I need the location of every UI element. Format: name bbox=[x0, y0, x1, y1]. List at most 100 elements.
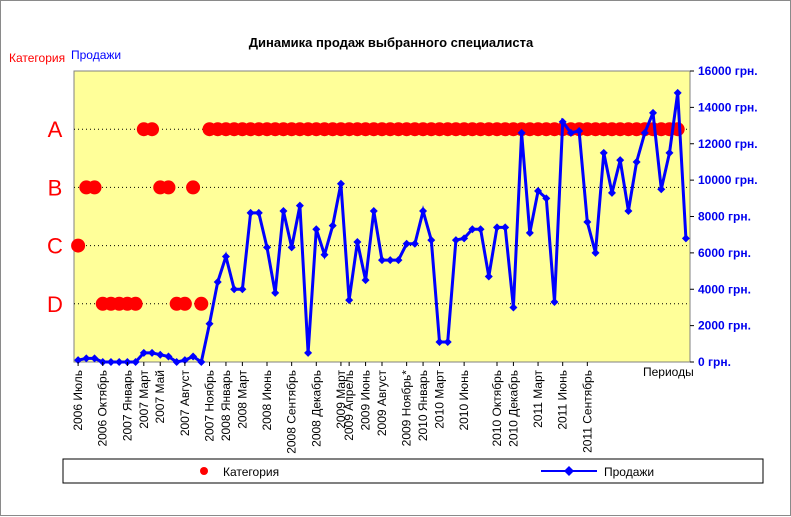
sales-point bbox=[263, 243, 272, 252]
sales-point bbox=[575, 127, 584, 136]
period-tick-label: 2010 Октябрь bbox=[490, 370, 504, 447]
sales-tick-label: 14000 грн. bbox=[698, 100, 758, 114]
sales-point bbox=[328, 221, 337, 230]
period-tick-label: 2007 Август bbox=[178, 370, 192, 437]
period-tick-label: 2007 Январь bbox=[120, 370, 134, 441]
sales-point bbox=[353, 237, 362, 246]
sales-point bbox=[476, 225, 485, 234]
sales-point bbox=[632, 157, 641, 166]
sales-point bbox=[468, 225, 477, 234]
sales-point bbox=[304, 348, 313, 357]
period-tick-label: 2010 Июнь bbox=[457, 370, 471, 431]
sales-point bbox=[271, 288, 280, 297]
category-axis: A B C D bbox=[47, 117, 63, 317]
period-tick-label: 2008 Июнь bbox=[260, 370, 274, 431]
sales-point bbox=[238, 285, 247, 294]
sales-point bbox=[246, 208, 255, 217]
sales-point bbox=[410, 239, 419, 248]
category-tick-label: B bbox=[48, 175, 63, 200]
period-tick-label: 2007 Май bbox=[153, 370, 167, 424]
sales-point bbox=[197, 358, 206, 366]
sales-point bbox=[82, 354, 91, 363]
sales-point bbox=[287, 243, 296, 252]
sales-point bbox=[525, 228, 534, 237]
sales-point bbox=[607, 188, 616, 197]
period-tick-label: 2011 Март bbox=[531, 370, 545, 428]
category-point bbox=[71, 238, 86, 253]
period-tick-label: 2009 Апрель bbox=[342, 370, 356, 441]
sales-point bbox=[566, 128, 575, 137]
period-axis: 2006 Июль 2006 Октябрь 2007 Январь 2007 Мар… bbox=[71, 362, 594, 454]
legend-sales-label: Продажи bbox=[604, 465, 654, 479]
sales-point bbox=[509, 303, 518, 312]
period-tick-label: 2007 Март bbox=[137, 370, 151, 429]
period-tick-label: 2007 Ноябрь bbox=[203, 370, 217, 442]
sales-point bbox=[312, 225, 321, 234]
period-tick-label: 2009 Август bbox=[375, 370, 389, 437]
sales-point bbox=[616, 156, 625, 165]
sales-point bbox=[517, 128, 526, 137]
sales-tick-label: 10000 грн. bbox=[698, 173, 758, 187]
sales-point bbox=[205, 319, 214, 328]
category-point bbox=[87, 180, 102, 195]
sales-point bbox=[673, 88, 682, 97]
period-tick-label: 2008 Январь bbox=[219, 370, 233, 441]
sales-point bbox=[550, 297, 559, 306]
category-point bbox=[145, 122, 160, 137]
x-axis-title: Периоды bbox=[643, 365, 694, 379]
legend-sales-marker bbox=[564, 466, 574, 476]
sales-tick-label: 16000 грн. bbox=[698, 64, 758, 78]
legend bbox=[62, 458, 764, 484]
sales-point bbox=[106, 358, 115, 366]
sales-point bbox=[156, 350, 165, 359]
sales-point bbox=[148, 348, 157, 357]
sales-point bbox=[534, 187, 543, 196]
sales-tick-label: 0 грн. bbox=[698, 355, 731, 369]
sales-point bbox=[279, 207, 288, 216]
sales-point bbox=[649, 108, 658, 117]
sales-point bbox=[665, 148, 674, 157]
sales-point bbox=[361, 276, 370, 285]
category-point bbox=[177, 296, 192, 311]
sales-point bbox=[657, 185, 666, 194]
sales-tick-label: 6000 грн. bbox=[698, 246, 751, 260]
category-tick-label: D bbox=[47, 292, 63, 317]
period-tick-label: 2010 Декабрь bbox=[506, 370, 520, 447]
category-point bbox=[194, 296, 209, 311]
sales-point bbox=[369, 207, 378, 216]
sales-point bbox=[74, 356, 83, 365]
sales-point bbox=[213, 277, 222, 286]
sales-point bbox=[591, 248, 600, 257]
period-tick-label: 2006 Июль bbox=[71, 370, 85, 431]
sales-point bbox=[624, 207, 633, 216]
sales-point bbox=[599, 148, 608, 157]
sales-point bbox=[345, 296, 354, 305]
sales-point bbox=[386, 256, 395, 265]
sales-point bbox=[320, 250, 329, 259]
legend-category-label: Категория bbox=[223, 465, 279, 479]
period-tick-label: 2009 Ноябрь* bbox=[400, 370, 414, 447]
sales-tick-label: 4000 грн. bbox=[698, 282, 751, 296]
category-point bbox=[186, 180, 201, 195]
sales-point bbox=[139, 348, 148, 357]
category-tick-label: C bbox=[47, 234, 63, 259]
period-tick-label: 2010 Январь bbox=[416, 370, 430, 441]
right-axis-title: Продажи bbox=[71, 48, 121, 62]
sales-tick-label: 8000 грн. bbox=[698, 210, 751, 224]
sales-point bbox=[180, 356, 189, 365]
sales-point bbox=[443, 337, 452, 346]
period-tick-label: 2011 Июнь bbox=[556, 370, 570, 430]
sales-point bbox=[115, 358, 124, 366]
sales-point bbox=[492, 223, 501, 232]
sales-point bbox=[419, 207, 428, 216]
legend-category-marker bbox=[200, 467, 208, 475]
sales-axis: 16000 грн. 14000 грн. 12000 грн. 10000 грн.… bbox=[690, 64, 758, 369]
sales-point bbox=[378, 256, 386, 265]
sales-point bbox=[402, 239, 411, 248]
chart-title: Динамика продаж выбранного специалиста bbox=[249, 35, 534, 50]
sales-point bbox=[295, 201, 304, 210]
category-tick-label: A bbox=[48, 117, 63, 142]
sales-point bbox=[230, 285, 239, 294]
sales-point bbox=[189, 352, 198, 361]
